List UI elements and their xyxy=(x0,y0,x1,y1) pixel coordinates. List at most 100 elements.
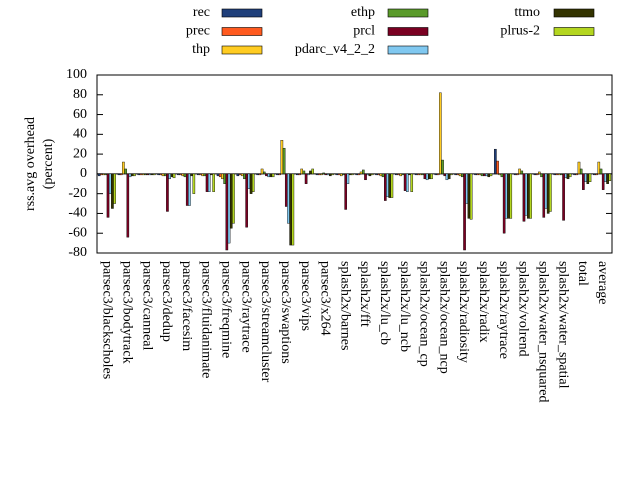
bar xyxy=(579,168,583,175)
bar xyxy=(439,92,442,175)
bar xyxy=(179,173,182,176)
bar xyxy=(533,173,537,176)
bar xyxy=(467,173,471,219)
bar xyxy=(262,171,266,175)
x-tick-label: splash2x/volrend xyxy=(516,261,531,357)
bar xyxy=(403,173,407,191)
bar xyxy=(137,173,141,176)
bar xyxy=(518,168,521,175)
bar xyxy=(586,173,590,184)
legend-label: plrus-2 xyxy=(500,24,540,39)
bar xyxy=(298,173,301,176)
bar xyxy=(505,173,508,219)
bar xyxy=(124,168,127,175)
bar xyxy=(139,173,143,176)
bar xyxy=(157,173,160,176)
bar xyxy=(130,173,134,177)
legend-swatch xyxy=(221,8,263,18)
bar xyxy=(483,173,486,177)
bar xyxy=(397,173,400,176)
bar xyxy=(608,173,612,182)
bar xyxy=(232,173,235,224)
bar xyxy=(245,173,248,228)
bar xyxy=(381,173,385,178)
bar xyxy=(434,173,438,176)
bar xyxy=(276,173,279,176)
bar xyxy=(406,173,409,192)
bar xyxy=(188,173,191,206)
bar xyxy=(436,173,440,176)
bar xyxy=(108,173,112,194)
bar xyxy=(384,173,387,201)
bar xyxy=(342,173,345,176)
bar xyxy=(243,173,246,180)
bar xyxy=(324,173,328,176)
x-tick-label: parsec3/blackscholes xyxy=(100,261,115,379)
y-tick-label: 80 xyxy=(73,87,87,102)
bar xyxy=(368,173,372,177)
bar xyxy=(500,173,504,178)
bar xyxy=(337,173,341,176)
bar xyxy=(218,173,222,178)
x-tick-label: splash2x/barnes xyxy=(337,261,352,350)
bar xyxy=(106,173,110,218)
y-tick-label: -20 xyxy=(68,186,87,201)
x-tick-label: splash2x/raytrace xyxy=(496,261,511,359)
bar xyxy=(465,173,469,204)
x-tick-label: parsec3/canneal xyxy=(139,261,154,350)
bar xyxy=(599,168,603,175)
bar xyxy=(535,173,539,176)
x-tick-label: parsec3/dedup xyxy=(159,261,174,342)
x-tick-label: average xyxy=(595,261,610,305)
y-axis-label: (percent) xyxy=(41,138,56,189)
legend-swatch xyxy=(553,8,595,18)
bar xyxy=(348,173,352,176)
bar xyxy=(282,147,286,175)
bar xyxy=(126,173,130,238)
bar xyxy=(604,173,607,182)
bar xyxy=(522,173,526,222)
legend-label: ttmo xyxy=(514,5,540,20)
legend-label: prcl xyxy=(353,24,375,39)
bar xyxy=(350,173,354,176)
bar xyxy=(520,170,524,175)
x-tick-label: splash2x/lu_ncb xyxy=(397,261,412,352)
bar xyxy=(375,173,378,176)
bar xyxy=(339,173,343,177)
bar xyxy=(509,173,513,219)
bar xyxy=(502,173,506,234)
bar xyxy=(357,173,361,176)
bar xyxy=(144,173,147,176)
bar xyxy=(553,173,557,176)
bar xyxy=(379,173,383,177)
legend-label: rec xyxy=(193,5,210,20)
legend-label: prec xyxy=(186,24,210,39)
bar xyxy=(573,173,576,176)
bar xyxy=(430,173,433,180)
legend-label: thp xyxy=(192,42,210,57)
bar xyxy=(496,160,499,175)
bar xyxy=(265,173,268,177)
bar xyxy=(249,173,253,194)
bar xyxy=(414,173,418,176)
bar xyxy=(161,173,165,177)
bar xyxy=(238,173,242,176)
bar xyxy=(315,173,319,176)
bar xyxy=(133,173,136,177)
x-tick-label: splash2x/fft xyxy=(357,261,372,327)
bar xyxy=(221,173,224,180)
bar xyxy=(122,161,125,175)
bar xyxy=(399,173,403,177)
bar xyxy=(564,173,568,179)
bar xyxy=(588,173,592,182)
bar xyxy=(284,173,288,207)
bar xyxy=(225,173,229,251)
bar xyxy=(205,173,209,192)
x-tick-label: splash2x/water_nsquared xyxy=(535,261,550,403)
bar xyxy=(240,173,244,177)
bar xyxy=(441,159,444,175)
bar xyxy=(377,173,381,176)
bar xyxy=(478,173,482,176)
bar xyxy=(331,173,334,176)
bar xyxy=(317,173,321,176)
